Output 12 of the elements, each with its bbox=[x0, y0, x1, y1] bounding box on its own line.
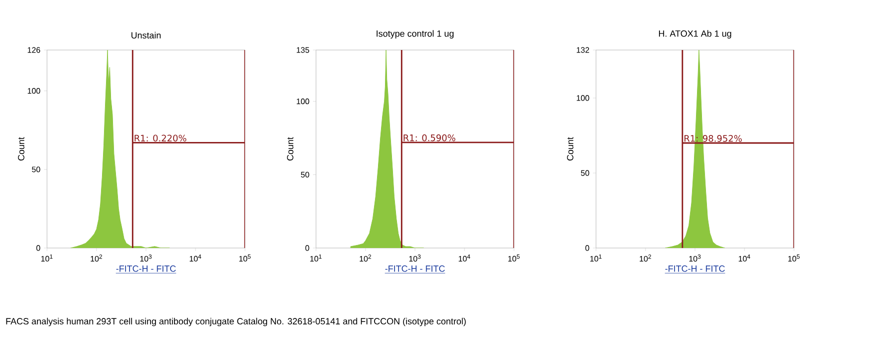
x-axis-title: -FITC-H - FITC bbox=[116, 265, 176, 272]
annotation: R1: 0.590% bbox=[404, 134, 456, 142]
chart-title: Unstain bbox=[131, 32, 161, 39]
y-axis-title: Count bbox=[18, 137, 24, 161]
text: FACS analysis human 293T cell using antibody conjugate Catalog No. 32618-05141 and FITCCON (isotype control) bbox=[6, 318, 466, 326]
y-axis-title: Count bbox=[566, 137, 574, 161]
y-axis-title: Count bbox=[286, 137, 294, 161]
annotation: R1: 0.220% bbox=[134, 134, 186, 142]
x-axis-title: -FITC-H - FITC bbox=[665, 265, 725, 272]
x-axis-title: -FITC-H - FITC bbox=[385, 265, 445, 272]
chart-title: H. ATOX1 Ab 1 ug bbox=[659, 30, 732, 39]
chart-title: Isotype control 1 ug bbox=[376, 30, 454, 39]
